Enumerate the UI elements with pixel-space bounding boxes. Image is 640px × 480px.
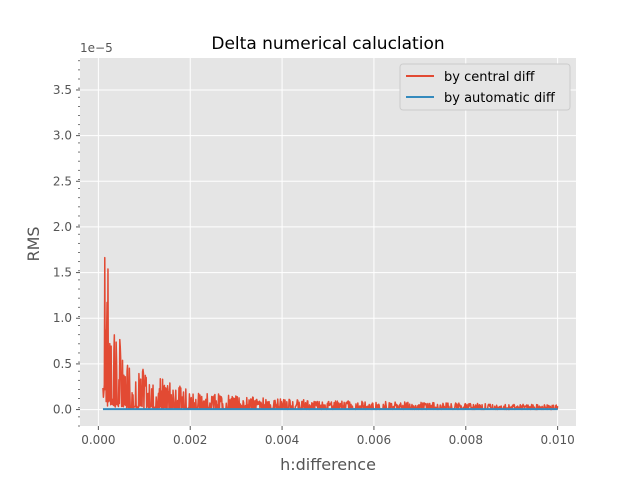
y-tick-label: 1.0 <box>53 311 72 325</box>
chart-title: Delta numerical caluclation <box>211 34 444 54</box>
x-tick-label: 0.000 <box>81 433 115 447</box>
y-tick-label: 2.0 <box>53 220 72 234</box>
x-tick-label: 0.006 <box>357 433 391 447</box>
legend-box <box>399 63 571 111</box>
y-tick-label: 2.5 <box>53 174 72 188</box>
y-axis-label: RMS <box>24 226 43 261</box>
legend: by central diff by automatic diff <box>399 63 571 111</box>
y-tick-label: 0.5 <box>53 357 72 371</box>
legend-label-central-diff: by central diff <box>444 70 535 85</box>
y-tick-label: 3.0 <box>53 129 72 143</box>
series-line-central-diff <box>102 256 559 411</box>
legend-label-automatic-diff: by automatic diff <box>444 91 556 106</box>
plot-area <box>80 58 576 426</box>
y-tick-label: 3.5 <box>53 83 72 97</box>
x-axis-label: h:difference <box>280 455 376 474</box>
x-axis-ticks: 0.000 0.002 0.004 0.006 0.008 0.010 <box>81 426 575 447</box>
y-axis-ticks: 0.0 0.5 1.0 1.5 2.0 2.5 3.0 3.5 <box>53 60 80 427</box>
series-layer <box>102 256 559 411</box>
x-tick-label: 0.010 <box>540 433 574 447</box>
x-tick-label: 0.002 <box>173 433 207 447</box>
y-offset-label: 1e−5 <box>80 41 113 55</box>
x-tick-label: 0.008 <box>449 433 483 447</box>
y-tick-label: 0.0 <box>53 403 72 417</box>
x-tick-label: 0.004 <box>265 433 299 447</box>
y-tick-label: 1.5 <box>53 266 72 280</box>
